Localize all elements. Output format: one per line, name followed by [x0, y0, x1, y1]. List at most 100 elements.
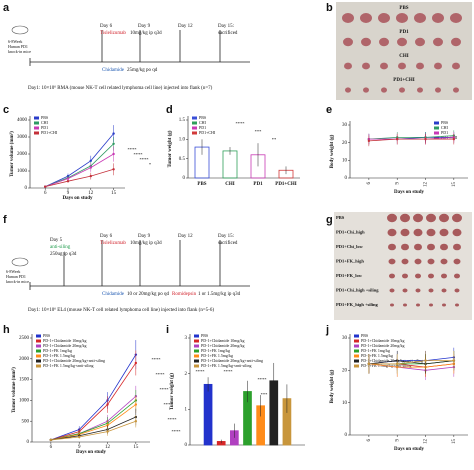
- significance: *: [149, 162, 152, 167]
- marker: [112, 152, 115, 156]
- x-tick-label: 12: [424, 439, 429, 445]
- tumor: [403, 303, 407, 307]
- legend-swatch: [434, 126, 439, 130]
- x-tick-label: 15: [133, 445, 139, 450]
- tumor: [400, 228, 410, 237]
- y-tick-label: 10: [342, 401, 348, 406]
- romidepsin-dose: 1 or 1.5mg/kg ip q3d: [198, 292, 241, 297]
- legend-swatch: [354, 354, 359, 358]
- romidepsin-label: Romidepsin: [172, 292, 197, 297]
- group-label: PD1+FK_low: [336, 273, 363, 278]
- x-tick-label: 9: [395, 439, 400, 442]
- legend-label: PD-1+Chidamide 20mg/kg+anti-siling: [361, 358, 423, 363]
- y-axis-label: Tumor volume (mm³): [11, 367, 17, 413]
- mouse-label: Human PD1: [8, 44, 28, 49]
- y-tick-label: 1: [185, 407, 188, 412]
- photo-g: g PBS PD1+Chi_high PD1+Chi_low PD1+FK_high P…: [326, 212, 472, 320]
- group-label: PD1+FK_high: [336, 259, 364, 264]
- series-line: [50, 400, 137, 441]
- tumor: [450, 13, 462, 23]
- marker: [367, 362, 371, 366]
- tumor: [432, 13, 444, 23]
- y-tick-label: 20: [342, 368, 348, 373]
- y-tick-label: 20: [342, 141, 348, 146]
- dose-label: 10mg/kg ip q3d: [130, 31, 162, 36]
- tumor: [388, 243, 396, 251]
- x-tick-label: 6: [367, 182, 372, 185]
- tumor: [451, 37, 461, 47]
- chidamide-label: Chidamide: [102, 68, 125, 73]
- legend-label: PD-1+FK 1mg/kg: [201, 348, 230, 353]
- group-label: PD1+CHI: [393, 78, 415, 83]
- legend-label: PD1: [199, 125, 206, 130]
- timeline-f: f 6-8Week Human PD1 knock-in mice Day 5 …: [3, 214, 250, 313]
- tumor: [342, 13, 354, 23]
- tumor: [400, 213, 410, 223]
- significance: ****: [258, 377, 268, 382]
- legend-swatch: [36, 354, 41, 358]
- marker: [78, 435, 81, 439]
- tumor: [401, 258, 409, 265]
- tumor: [440, 243, 448, 251]
- legend-swatch: [194, 359, 199, 363]
- tumor: [454, 288, 460, 293]
- tumor: [398, 62, 406, 70]
- significance: ****: [224, 369, 234, 374]
- legend-label: PBS: [43, 333, 50, 338]
- legend-swatch: [192, 126, 197, 130]
- chidamide-dose: 10 or 20mg/kg po qd: [127, 292, 169, 297]
- photo-b: b PBS PD1 CHI PD1+CHI: [326, 2, 472, 100]
- marker: [66, 177, 70, 180]
- legend-label: CHI: [41, 120, 49, 125]
- tumor: [416, 62, 424, 70]
- legend-label: PBS: [441, 120, 448, 125]
- legend-label: CHI: [441, 125, 449, 130]
- legend-swatch: [354, 334, 359, 338]
- y-tick-label: 0: [25, 186, 28, 191]
- y-tick-label: 30: [342, 123, 348, 128]
- panel-letter: d: [166, 104, 173, 116]
- y-tick-label: 2500: [19, 336, 30, 341]
- legend-swatch: [34, 131, 39, 135]
- panel-letter: c: [3, 104, 9, 116]
- legend-label: PD-1+FK 1mg/kg: [43, 348, 72, 353]
- legend-label: PD-1+FK 1mg/kg: [361, 348, 390, 353]
- marker: [424, 359, 427, 362]
- x-tick-label: PD1+CHI: [275, 182, 297, 187]
- tumor: [426, 213, 436, 223]
- marker: [112, 168, 115, 171]
- panel-letter: a: [3, 2, 10, 14]
- legend-label: PD-1+Chidamide 10mg/kg: [361, 338, 404, 343]
- day-label: Day 12: [178, 234, 193, 239]
- chidamide-label: Chidamide: [102, 292, 125, 297]
- legend-swatch: [36, 344, 41, 348]
- tumor: [426, 228, 436, 237]
- y-tick-label: 2000: [17, 152, 28, 157]
- panel-letter: g: [326, 214, 333, 226]
- tumor: [454, 273, 460, 279]
- legend-label: PD1: [441, 130, 448, 135]
- legend-swatch: [354, 359, 359, 363]
- legend-label: PD-1+FK 1.5mg/kg+anti-siling: [43, 363, 94, 368]
- y-tick-label: 2000: [19, 357, 30, 362]
- mouse-label: knock-in mice: [6, 279, 29, 284]
- y-tick-label: 3000: [17, 135, 28, 140]
- tumor: [453, 258, 461, 265]
- series-line: [45, 153, 114, 188]
- dose-label: 10mg/kg ip q3d: [130, 241, 162, 246]
- legend-label: PD-1+FK 1.5mg/kg: [201, 353, 233, 358]
- tumor: [439, 228, 449, 237]
- injection-note: Day1: 10×10⁶ EL4 (mouse NK-T cell relate…: [28, 307, 214, 313]
- tumor: [388, 258, 396, 265]
- marker: [112, 142, 115, 145]
- marker: [49, 438, 53, 442]
- legend-swatch: [354, 349, 359, 353]
- marker: [66, 180, 70, 183]
- y-tick-label: 0.5: [179, 157, 186, 162]
- significance: ****: [156, 372, 166, 377]
- legend-swatch: [354, 344, 359, 348]
- x-tick-label: PD1: [253, 182, 263, 187]
- tumor: [389, 288, 395, 293]
- x-axis-label: Days on study: [394, 190, 425, 195]
